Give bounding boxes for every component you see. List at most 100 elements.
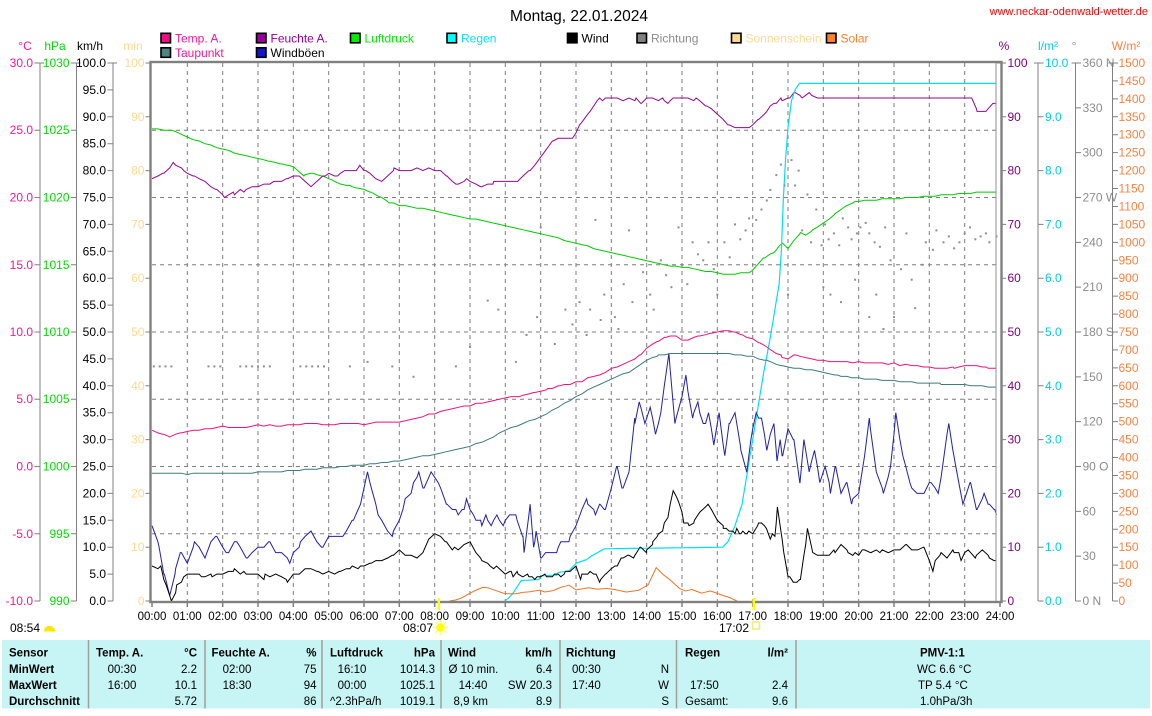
svg-text:08:54: 08:54 bbox=[10, 621, 40, 635]
svg-text:1100: 1100 bbox=[1119, 200, 1145, 214]
svg-text:70: 70 bbox=[131, 217, 145, 231]
svg-text:94: 94 bbox=[304, 680, 317, 692]
svg-text:150: 150 bbox=[1119, 540, 1139, 554]
svg-text:5.72: 5.72 bbox=[175, 696, 197, 708]
svg-text:850: 850 bbox=[1119, 289, 1139, 303]
svg-text:210: 210 bbox=[1083, 280, 1103, 294]
svg-text:TP 5.4 °C: TP 5.4 °C bbox=[918, 680, 968, 692]
svg-text:400: 400 bbox=[1119, 451, 1139, 465]
svg-text:10.0: 10.0 bbox=[83, 540, 107, 554]
svg-text:1500: 1500 bbox=[1119, 56, 1146, 70]
svg-text:www.neckar-odenwald-wetter.de: www.neckar-odenwald-wetter.de bbox=[989, 6, 1148, 18]
svg-text:40: 40 bbox=[1008, 379, 1022, 393]
svg-text:90.0: 90.0 bbox=[83, 110, 107, 124]
svg-text:1300: 1300 bbox=[1119, 128, 1146, 142]
svg-text:95.0: 95.0 bbox=[83, 83, 107, 97]
svg-text:3.0: 3.0 bbox=[1045, 433, 1062, 447]
svg-text:17:02: 17:02 bbox=[719, 621, 749, 635]
svg-text:360 N: 360 N bbox=[1083, 56, 1115, 70]
svg-text:20.0: 20.0 bbox=[10, 191, 34, 205]
svg-text:9.0: 9.0 bbox=[1045, 110, 1062, 124]
svg-text:00:30: 00:30 bbox=[108, 664, 137, 676]
svg-text:Regen: Regen bbox=[461, 31, 496, 45]
svg-text:Wind: Wind bbox=[448, 648, 476, 660]
svg-text:1200: 1200 bbox=[1119, 164, 1146, 178]
svg-text:1350: 1350 bbox=[1119, 110, 1146, 124]
svg-text:1015: 1015 bbox=[43, 258, 70, 272]
svg-text:990: 990 bbox=[49, 594, 69, 608]
svg-text:Durchschnitt: Durchschnitt bbox=[9, 696, 80, 708]
svg-text:0.0: 0.0 bbox=[16, 460, 33, 474]
svg-text:300: 300 bbox=[1119, 486, 1139, 500]
svg-text:00:00: 00:00 bbox=[338, 680, 367, 692]
svg-text:0.0: 0.0 bbox=[1045, 594, 1062, 608]
svg-text:20: 20 bbox=[131, 486, 145, 500]
svg-text:^2.3hPa/h: ^2.3hPa/h bbox=[330, 696, 381, 708]
svg-text:Solar: Solar bbox=[841, 31, 869, 45]
svg-text:Sonnenschein: Sonnenschein bbox=[746, 31, 822, 45]
svg-text:14:00: 14:00 bbox=[632, 611, 661, 623]
svg-text:22:00: 22:00 bbox=[915, 611, 944, 623]
svg-text:75: 75 bbox=[304, 664, 317, 676]
svg-text:100: 100 bbox=[1119, 558, 1139, 572]
svg-text:1250: 1250 bbox=[1119, 146, 1146, 160]
svg-text:Temp. A.: Temp. A. bbox=[175, 31, 222, 45]
svg-text:02:00: 02:00 bbox=[208, 611, 237, 623]
svg-text:-10.0: -10.0 bbox=[6, 594, 34, 608]
svg-text:°: ° bbox=[1072, 39, 1077, 53]
svg-text:1000: 1000 bbox=[43, 460, 70, 474]
svg-text:min: min bbox=[123, 39, 142, 53]
svg-text:0: 0 bbox=[1119, 594, 1126, 608]
svg-text:100.0: 100.0 bbox=[76, 56, 106, 70]
svg-text:10.0: 10.0 bbox=[1045, 56, 1069, 70]
svg-text:20.0: 20.0 bbox=[83, 486, 107, 500]
svg-text:16:00: 16:00 bbox=[108, 680, 137, 692]
svg-text:90: 90 bbox=[1008, 110, 1022, 124]
svg-text:0.0: 0.0 bbox=[89, 594, 106, 608]
svg-text:550: 550 bbox=[1119, 397, 1139, 411]
svg-text:30: 30 bbox=[131, 433, 145, 447]
svg-text:1010: 1010 bbox=[43, 325, 70, 339]
svg-text:55.0: 55.0 bbox=[83, 298, 107, 312]
svg-text:35.0: 35.0 bbox=[83, 406, 107, 420]
svg-text:150: 150 bbox=[1083, 370, 1103, 384]
svg-text:17:00: 17:00 bbox=[738, 611, 767, 623]
svg-text:8,9 km: 8,9 km bbox=[454, 696, 489, 708]
svg-text:1050: 1050 bbox=[1119, 217, 1146, 231]
svg-text:100: 100 bbox=[1008, 56, 1028, 70]
svg-text:00:00: 00:00 bbox=[138, 611, 167, 623]
svg-text:90 O: 90 O bbox=[1083, 460, 1109, 474]
svg-text:10.0: 10.0 bbox=[10, 325, 34, 339]
svg-text:15:00: 15:00 bbox=[668, 611, 697, 623]
svg-text:l/m²: l/m² bbox=[1038, 39, 1058, 53]
svg-text:995: 995 bbox=[49, 527, 69, 541]
svg-text:270 W: 270 W bbox=[1083, 191, 1118, 205]
svg-text:500: 500 bbox=[1119, 415, 1139, 429]
svg-text:04:00: 04:00 bbox=[279, 611, 308, 623]
svg-text:950: 950 bbox=[1119, 253, 1139, 267]
svg-text:24:00: 24:00 bbox=[986, 611, 1015, 623]
svg-text:10.1: 10.1 bbox=[175, 680, 197, 692]
svg-text:°C: °C bbox=[184, 648, 197, 660]
svg-text:10: 10 bbox=[131, 540, 145, 554]
svg-text:30: 30 bbox=[1083, 549, 1097, 563]
svg-text:1014.3: 1014.3 bbox=[400, 664, 435, 676]
svg-text:0: 0 bbox=[1008, 594, 1015, 608]
svg-text:9.6: 9.6 bbox=[772, 696, 788, 708]
svg-text:hPa: hPa bbox=[414, 648, 436, 660]
svg-text:85.0: 85.0 bbox=[83, 137, 107, 151]
svg-text:900: 900 bbox=[1119, 271, 1139, 285]
svg-text:1005: 1005 bbox=[43, 392, 70, 406]
svg-text:Windböen: Windböen bbox=[271, 46, 325, 60]
svg-text:2.2: 2.2 bbox=[181, 664, 197, 676]
svg-text:1020: 1020 bbox=[43, 191, 70, 205]
svg-text:17:50: 17:50 bbox=[690, 680, 719, 692]
svg-text:N: N bbox=[661, 664, 669, 676]
svg-text:Wind: Wind bbox=[582, 31, 609, 45]
svg-text:50.0: 50.0 bbox=[83, 325, 107, 339]
svg-text:750: 750 bbox=[1119, 325, 1139, 339]
svg-text:300: 300 bbox=[1083, 146, 1103, 160]
svg-text:Richtung: Richtung bbox=[651, 31, 698, 45]
svg-text:18:30: 18:30 bbox=[223, 680, 252, 692]
svg-text:Taupunkt: Taupunkt bbox=[175, 46, 224, 60]
